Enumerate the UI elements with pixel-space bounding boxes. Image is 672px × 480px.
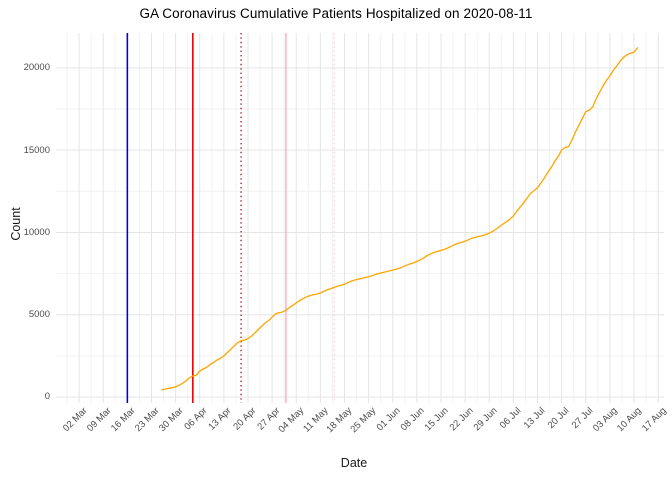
- y-tick-label: 15000: [23, 144, 50, 156]
- y-tick-label: 10000: [23, 226, 50, 238]
- data-line-cumulative-patients-hospitalized: [161, 47, 639, 391]
- x-axis-title: Date: [340, 456, 368, 470]
- y-tick-label: 20000: [23, 62, 50, 74]
- y-tick-label: 0: [44, 391, 50, 403]
- y-tick-label: 5000: [28, 309, 50, 321]
- y-axis-title: Count: [9, 207, 23, 241]
- chart-title: GA Coronavirus Cumulative Patients Hospi…: [139, 6, 533, 21]
